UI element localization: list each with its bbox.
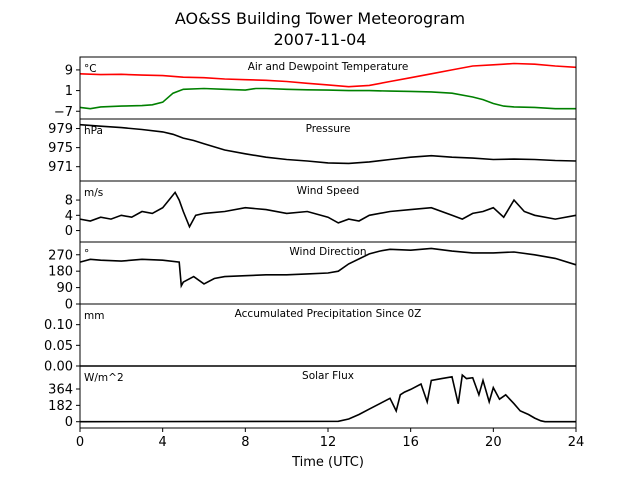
x-tick-label-1: 4	[159, 435, 167, 450]
y-tick-label-1-0: 979	[48, 122, 73, 137]
y-tick-label-5-2: 0	[65, 415, 73, 430]
y-tick-label-2-0: 8	[65, 194, 73, 209]
y-tick-label-1-2: 971	[48, 160, 73, 175]
panel-title-4: Accumulated Precipitation Since 0Z	[235, 308, 422, 320]
figure-title: AO&SS Building Tower Meteorogram	[175, 9, 465, 28]
series-line-2-0	[79, 190, 577, 229]
y-tick-label-3-2: 90	[56, 281, 73, 296]
y-tick-label-2-1: 4	[65, 209, 73, 224]
series-line-5-0	[79, 373, 576, 423]
panel-title-0: Air and Dewpoint Temperature	[248, 61, 409, 73]
y-tick-label-5-1: 182	[48, 399, 73, 414]
panel-title-1: Pressure	[306, 123, 351, 135]
series-line-0-1	[79, 87, 576, 110]
panels: 9 1 −7 Air and Dewpoint Temperature °C 979 975…	[44, 56, 585, 450]
x-tick-label-2: 8	[241, 435, 249, 450]
x-axis-label: Time (UTC)	[291, 455, 364, 470]
x-tick-label-3: 12	[320, 435, 337, 450]
panel-unit-3: °	[84, 248, 89, 260]
panel-unit-1: hPa	[84, 125, 103, 137]
panel-unit-0: °C	[84, 63, 97, 75]
y-tick-label-3-0: 270	[48, 248, 73, 263]
x-tick-label-6: 24	[568, 435, 585, 450]
x-tick-label-4: 16	[402, 435, 419, 450]
y-tick-label-0-2: −7	[54, 105, 73, 120]
series-line-0-0	[79, 62, 577, 88]
y-tick-label-1-1: 975	[48, 141, 73, 156]
figure-subtitle: 2007-11-04	[274, 30, 367, 49]
panel-unit-5: W/m^2	[84, 372, 124, 384]
y-tick-label-0-1: 1	[65, 84, 73, 99]
y-tick-label-4-1: 0.05	[44, 339, 73, 354]
y-tick-label-3-3: 0	[65, 298, 73, 313]
panel-unit-2: m/s	[84, 187, 103, 199]
y-tick-label-5-0: 364	[48, 383, 73, 398]
y-tick-label-2-2: 0	[65, 224, 73, 239]
y-tick-label-0-0: 9	[65, 63, 73, 78]
panel-unit-4: mm	[84, 310, 104, 322]
panel-title-2: Wind Speed	[297, 185, 360, 197]
panel-title-5: Solar Flux	[302, 370, 354, 382]
series-line-3-0	[79, 247, 577, 289]
panel-title-3: Wind Direction	[289, 246, 366, 258]
x-tick-label-5: 20	[485, 435, 502, 450]
y-tick-label-3-1: 180	[48, 265, 73, 280]
x-tick-label-0: 0	[76, 435, 84, 450]
y-tick-label-4-2: 0.00	[44, 360, 73, 375]
series-line-1-0	[79, 123, 577, 165]
y-tick-label-4-0: 0.10	[44, 318, 73, 333]
